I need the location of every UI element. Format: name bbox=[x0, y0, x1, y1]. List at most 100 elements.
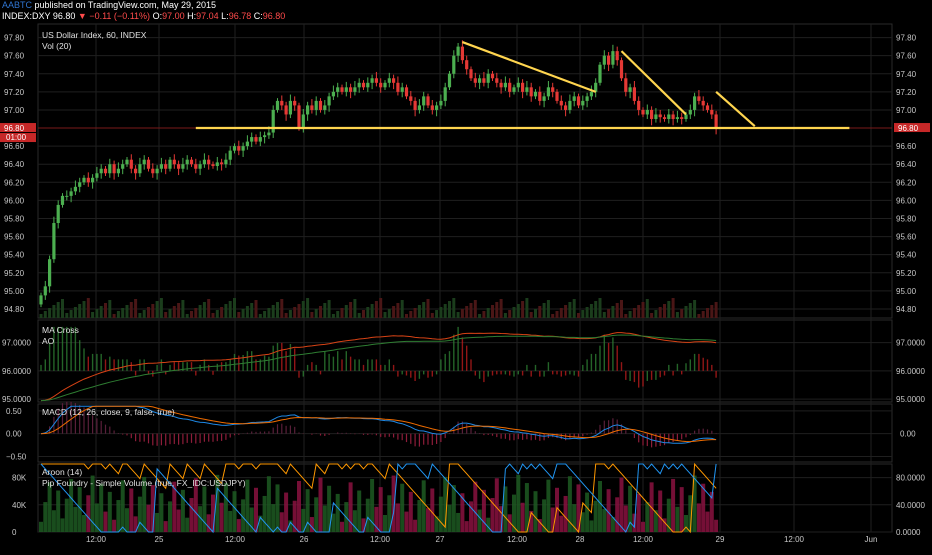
candle-body bbox=[645, 109, 649, 115]
volume-histogram-bar bbox=[301, 508, 306, 532]
candle-body bbox=[658, 114, 662, 118]
candle-body bbox=[714, 114, 718, 129]
author-link[interactable]: AABTC bbox=[2, 0, 33, 10]
volume-histogram-bar bbox=[593, 500, 598, 532]
volume-histogram-bar bbox=[39, 521, 43, 532]
volume-bar bbox=[284, 313, 288, 318]
price-y-tick-right: 97.40 bbox=[896, 70, 917, 79]
candle-body bbox=[572, 96, 576, 101]
candle-body bbox=[56, 204, 60, 224]
volume-bar bbox=[448, 301, 451, 318]
publish-text: published on TradingView.com, May 29, 20… bbox=[34, 0, 216, 10]
candle-body bbox=[426, 96, 430, 106]
candle-body bbox=[43, 286, 47, 296]
macd-label: MACD (12, 26, close, 9, false, true) bbox=[42, 407, 175, 417]
candle-body bbox=[650, 109, 654, 119]
candle-body bbox=[349, 87, 353, 92]
ma-y-tick-right: 96.0000 bbox=[896, 367, 925, 376]
candle-body bbox=[215, 162, 219, 167]
candle-body bbox=[615, 51, 619, 61]
candle-body bbox=[417, 105, 421, 110]
price-y-tick-left: 97.20 bbox=[4, 88, 25, 97]
volume-histogram-bar bbox=[550, 507, 555, 532]
volume-histogram-bar bbox=[714, 519, 719, 532]
volume-histogram-bar bbox=[585, 492, 590, 532]
volume-histogram-bar bbox=[430, 488, 435, 532]
volume-histogram-bar bbox=[309, 517, 314, 532]
volume-histogram-bar bbox=[473, 481, 478, 532]
countdown-tag bbox=[0, 133, 36, 143]
volume-bar bbox=[379, 298, 383, 318]
candle-body bbox=[306, 105, 310, 115]
symbol-name[interactable]: INDEX:DXY bbox=[2, 11, 51, 21]
candle-body bbox=[116, 168, 120, 174]
candle-body bbox=[357, 82, 361, 88]
candle-body bbox=[168, 159, 172, 169]
volume-bar bbox=[198, 305, 202, 318]
volume-bar bbox=[202, 302, 206, 318]
pane-frame-ma_cross_ao bbox=[37, 319, 893, 403]
candle-body bbox=[538, 91, 542, 101]
candle-body bbox=[250, 137, 254, 142]
volume-histogram-bar bbox=[318, 477, 323, 532]
volume-bar bbox=[263, 311, 267, 318]
volume-bar bbox=[121, 308, 125, 318]
candle-body bbox=[684, 114, 688, 119]
volume-histogram-bar bbox=[133, 516, 138, 532]
candle-body bbox=[232, 146, 237, 151]
pane-frame-macd bbox=[37, 403, 893, 463]
volume-histogram-bar bbox=[262, 495, 267, 532]
candle-body bbox=[336, 87, 340, 92]
ma-y-tick-left: 97.0000 bbox=[2, 339, 31, 348]
candle-body bbox=[611, 51, 615, 65]
volume-bar bbox=[469, 303, 473, 318]
macd-y-tick-left: −0.50 bbox=[6, 453, 27, 462]
candle-body bbox=[155, 168, 159, 174]
aroon-up-line bbox=[41, 462, 717, 534]
volume-bar bbox=[387, 309, 391, 318]
volume-bar bbox=[491, 305, 494, 318]
volume-bar bbox=[632, 308, 636, 318]
volume-bar bbox=[344, 305, 348, 318]
volume-bar bbox=[168, 309, 172, 318]
volume-histogram-bar bbox=[408, 491, 413, 532]
open-label: O: bbox=[152, 11, 163, 21]
candle-body bbox=[409, 96, 413, 101]
candle-body bbox=[361, 82, 366, 88]
candle-body bbox=[473, 78, 477, 83]
candle-body bbox=[637, 100, 641, 110]
volume-histogram-bar bbox=[228, 510, 233, 532]
volume-bar bbox=[215, 310, 219, 318]
volume-histogram-bar bbox=[494, 478, 499, 532]
volume-bar bbox=[374, 301, 378, 318]
resistance-trendline bbox=[620, 50, 687, 116]
volume-histogram-bar bbox=[645, 502, 650, 532]
signal-line bbox=[40, 405, 717, 443]
volume-bar bbox=[297, 304, 301, 318]
volume-bar bbox=[370, 304, 374, 318]
candle-body bbox=[254, 137, 258, 142]
volume-bar bbox=[542, 303, 546, 318]
candle-body bbox=[710, 109, 714, 115]
volume-bar bbox=[336, 311, 340, 318]
price-y-tick-right: 95.60 bbox=[896, 233, 917, 242]
volume-bar bbox=[615, 303, 619, 318]
x-axis-tick: 28 bbox=[576, 535, 585, 544]
volume-bar bbox=[43, 311, 47, 318]
volume-histogram-bar bbox=[563, 495, 568, 532]
candle-body bbox=[546, 87, 550, 97]
candle-body bbox=[400, 87, 404, 92]
price-y-tick-right: 97.60 bbox=[896, 52, 917, 61]
volume-bar bbox=[233, 298, 236, 318]
volume-histogram-bar bbox=[666, 498, 671, 532]
aroon-y-tick-left: 0 bbox=[12, 528, 17, 537]
aroon-y-tick-right: 80.0000 bbox=[896, 474, 925, 483]
aroon-y-tick-left: 40K bbox=[12, 501, 27, 510]
volume-histogram-bar bbox=[628, 485, 633, 532]
candle-body bbox=[490, 73, 495, 79]
pane-frame-price bbox=[37, 23, 893, 319]
ma-y-tick-right: 95.0000 bbox=[896, 395, 925, 404]
volume-histogram-bar bbox=[499, 506, 504, 532]
candle-body bbox=[207, 159, 211, 165]
